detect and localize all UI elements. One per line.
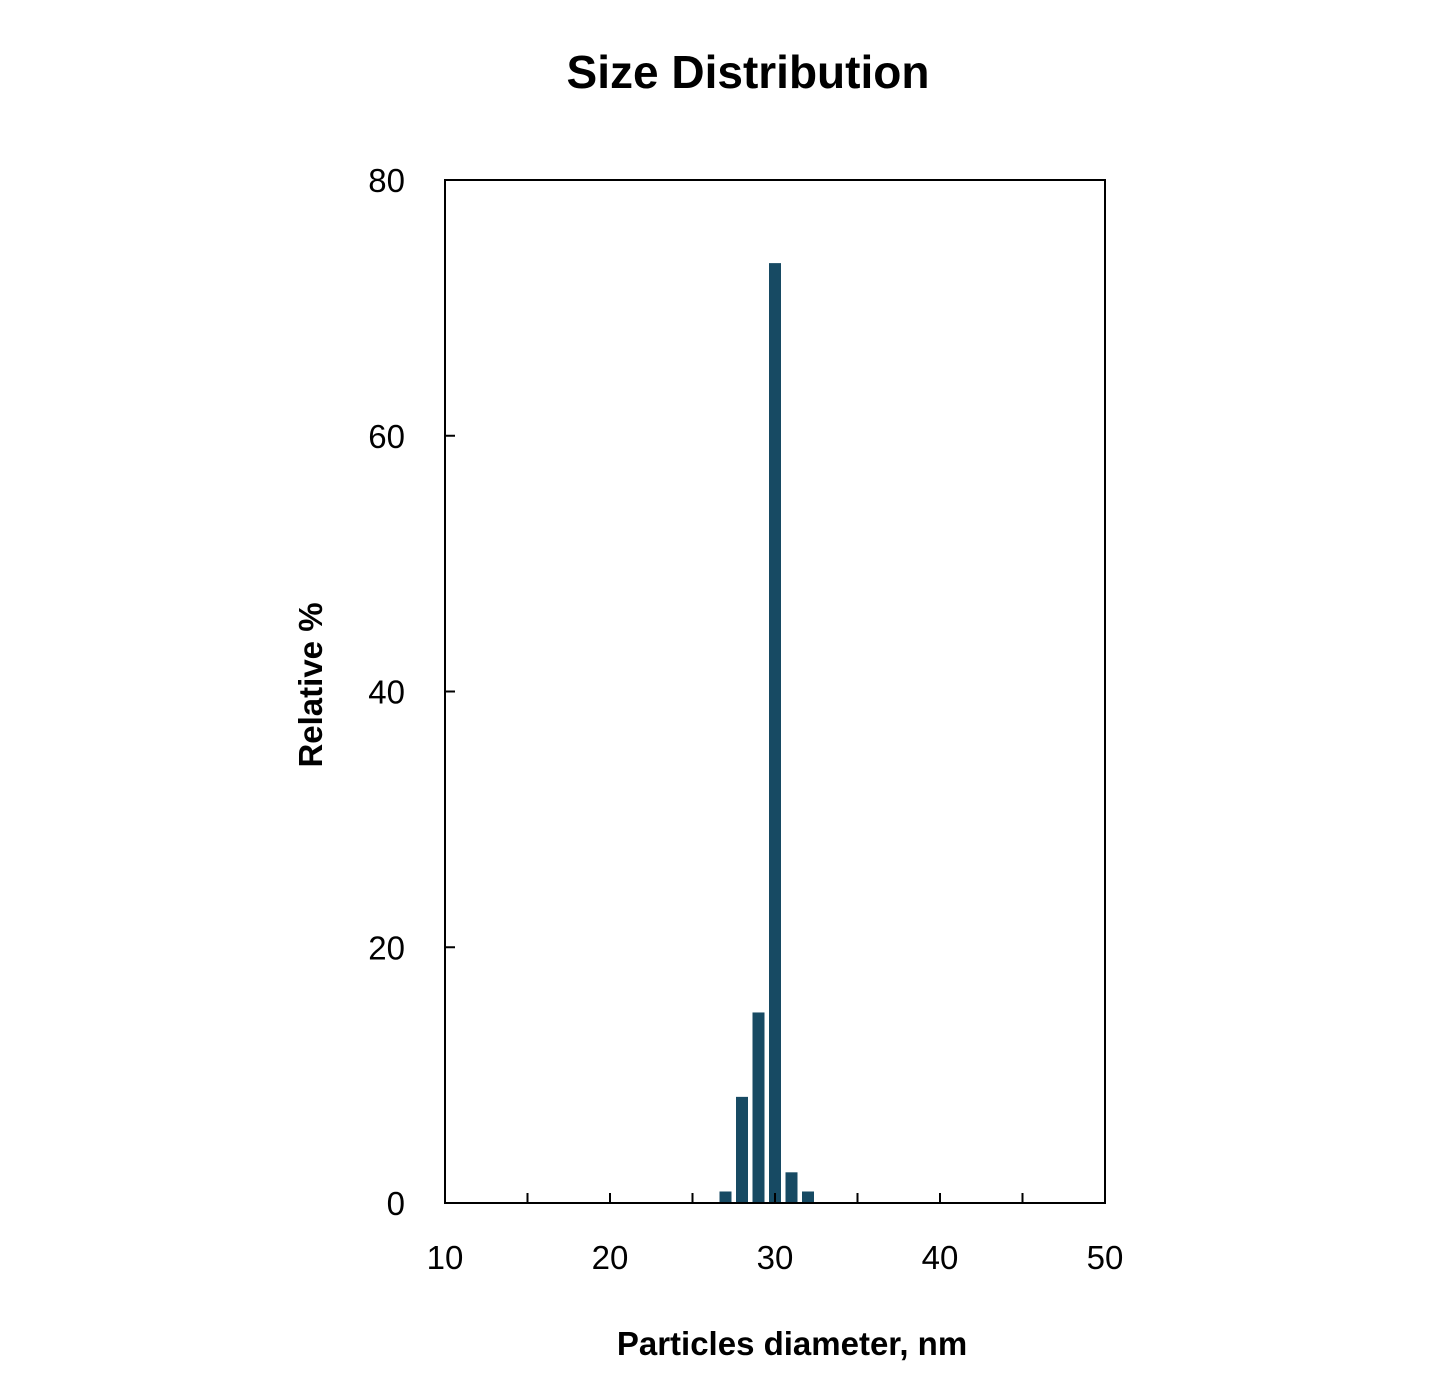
bar bbox=[736, 1096, 748, 1203]
plot-frame bbox=[444, 179, 1106, 1204]
x-tick-label: 20 bbox=[592, 1239, 629, 1276]
x-tick-label: 40 bbox=[922, 1239, 959, 1276]
chart-title: Size Distribution bbox=[567, 46, 930, 98]
bar bbox=[719, 1191, 732, 1203]
y-tick-label: 0 bbox=[387, 1185, 405, 1222]
bar bbox=[802, 1191, 814, 1203]
bar bbox=[769, 263, 781, 1203]
x-axis-label: Particles diameter, nm bbox=[617, 1325, 967, 1362]
x-tick-label: 10 bbox=[427, 1239, 464, 1276]
y-tick-label: 80 bbox=[368, 162, 405, 199]
bar bbox=[752, 1012, 765, 1203]
y-tick-label: 60 bbox=[368, 418, 405, 455]
y-tick-label: 40 bbox=[368, 674, 405, 711]
x-tick-label: 30 bbox=[757, 1239, 794, 1276]
y-axis-label: Relative % bbox=[292, 602, 329, 767]
y-tick-label: 20 bbox=[368, 929, 405, 966]
x-tick-label: 50 bbox=[1087, 1239, 1124, 1276]
bar bbox=[785, 1172, 798, 1203]
